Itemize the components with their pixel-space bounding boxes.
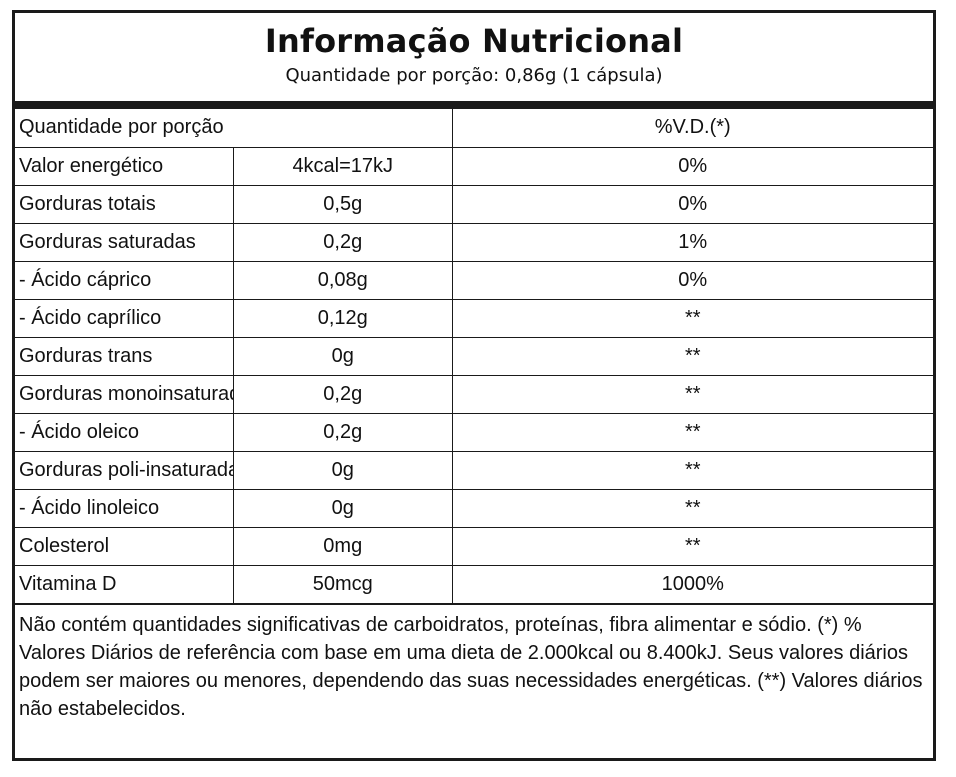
- table-row: Valor energético 4kcal=17kJ 0%: [15, 146, 933, 186]
- nutrient-amount: 0mg: [233, 526, 453, 566]
- table-row: - Ácido linoleico 0g **: [15, 488, 933, 528]
- nutrient-name: - Ácido linoleico: [15, 488, 234, 528]
- table-row: - Ácido cáprico 0,08g 0%: [15, 260, 933, 300]
- header-label-cell: Quantidade por porção: [15, 109, 453, 148]
- nutrient-amount: 50mcg: [233, 564, 453, 604]
- nutrient-amount: 0g: [233, 488, 453, 528]
- nutrient-amount: 0,12g: [233, 298, 453, 338]
- nutrient-amount: 0g: [233, 336, 453, 376]
- nutrient-amount: 4kcal=17kJ: [233, 146, 453, 186]
- table-row: Gorduras totais 0,5g 0%: [15, 184, 933, 224]
- nutrient-amount: 0,2g: [233, 374, 453, 414]
- nutrient-dv: **: [451, 450, 933, 490]
- nutrient-amount: 0,2g: [233, 222, 453, 262]
- nutrient-name: Valor energético: [15, 146, 234, 186]
- nutrient-dv: **: [451, 412, 933, 452]
- nutrient-name: - Ácido caprílico: [15, 298, 234, 338]
- label-header: Informação Nutricional Quantidade por po…: [15, 13, 933, 109]
- table-row: - Ácido caprílico 0,12g **: [15, 298, 933, 338]
- nutrient-dv: 1000%: [451, 564, 933, 604]
- nutrient-dv: **: [451, 298, 933, 338]
- nutrient-name: Vitamina D: [15, 564, 234, 604]
- table-row: Gorduras trans 0g **: [15, 336, 933, 376]
- table-row: Colesterol 0mg **: [15, 526, 933, 566]
- serving-size: Quantidade por porção: 0,86g (1 cápsula): [285, 65, 663, 86]
- table-row: Vitamina D 50mcg 1000%: [15, 564, 933, 604]
- nutrient-name: Gorduras trans: [15, 336, 234, 376]
- nutrient-dv: 0%: [451, 146, 933, 186]
- nutrient-name: - Ácido cáprico: [15, 260, 234, 300]
- nutrient-amount: 0,08g: [233, 260, 453, 300]
- nutrient-dv: 0%: [451, 184, 933, 224]
- table-row: Gorduras saturadas 0,2g 1%: [15, 222, 933, 262]
- footnote: Não contém quantidades significativas de…: [15, 603, 933, 723]
- nutrient-name: Gorduras poli-insaturadas: [15, 450, 234, 490]
- header-dv-cell: %V.D.(*): [451, 109, 933, 148]
- nutrient-amount: 0,5g: [233, 184, 453, 224]
- label-title: Informação Nutricional: [264, 22, 684, 60]
- nutrient-name: Colesterol: [15, 526, 234, 566]
- nutrient-name: Gorduras totais: [15, 184, 234, 224]
- nutrient-name: - Ácido oleico: [15, 412, 234, 452]
- nutrient-name: Gorduras monoinsaturadas: [15, 374, 234, 414]
- nutrient-name: Gorduras saturadas: [15, 222, 234, 262]
- nutrition-facts-label: Informação Nutricional Quantidade por po…: [12, 10, 936, 761]
- table-row: - Ácido oleico 0,2g **: [15, 412, 933, 452]
- nutrient-amount: 0,2g: [233, 412, 453, 452]
- nutrient-dv: **: [451, 526, 933, 566]
- nutrient-dv: **: [451, 488, 933, 528]
- nutrient-amount: 0g: [233, 450, 453, 490]
- table-header-row: Quantidade por porção %V.D.(*): [15, 109, 933, 148]
- table-row: Gorduras poli-insaturadas 0g **: [15, 450, 933, 490]
- table-row: Gorduras monoinsaturadas 0,2g **: [15, 374, 933, 414]
- nutrient-dv: **: [451, 336, 933, 376]
- nutrition-table: Quantidade por porção %V.D.(*) Valor ene…: [15, 109, 933, 604]
- nutrient-dv: 0%: [451, 260, 933, 300]
- nutrient-dv: **: [451, 374, 933, 414]
- nutrient-dv: 1%: [451, 222, 933, 262]
